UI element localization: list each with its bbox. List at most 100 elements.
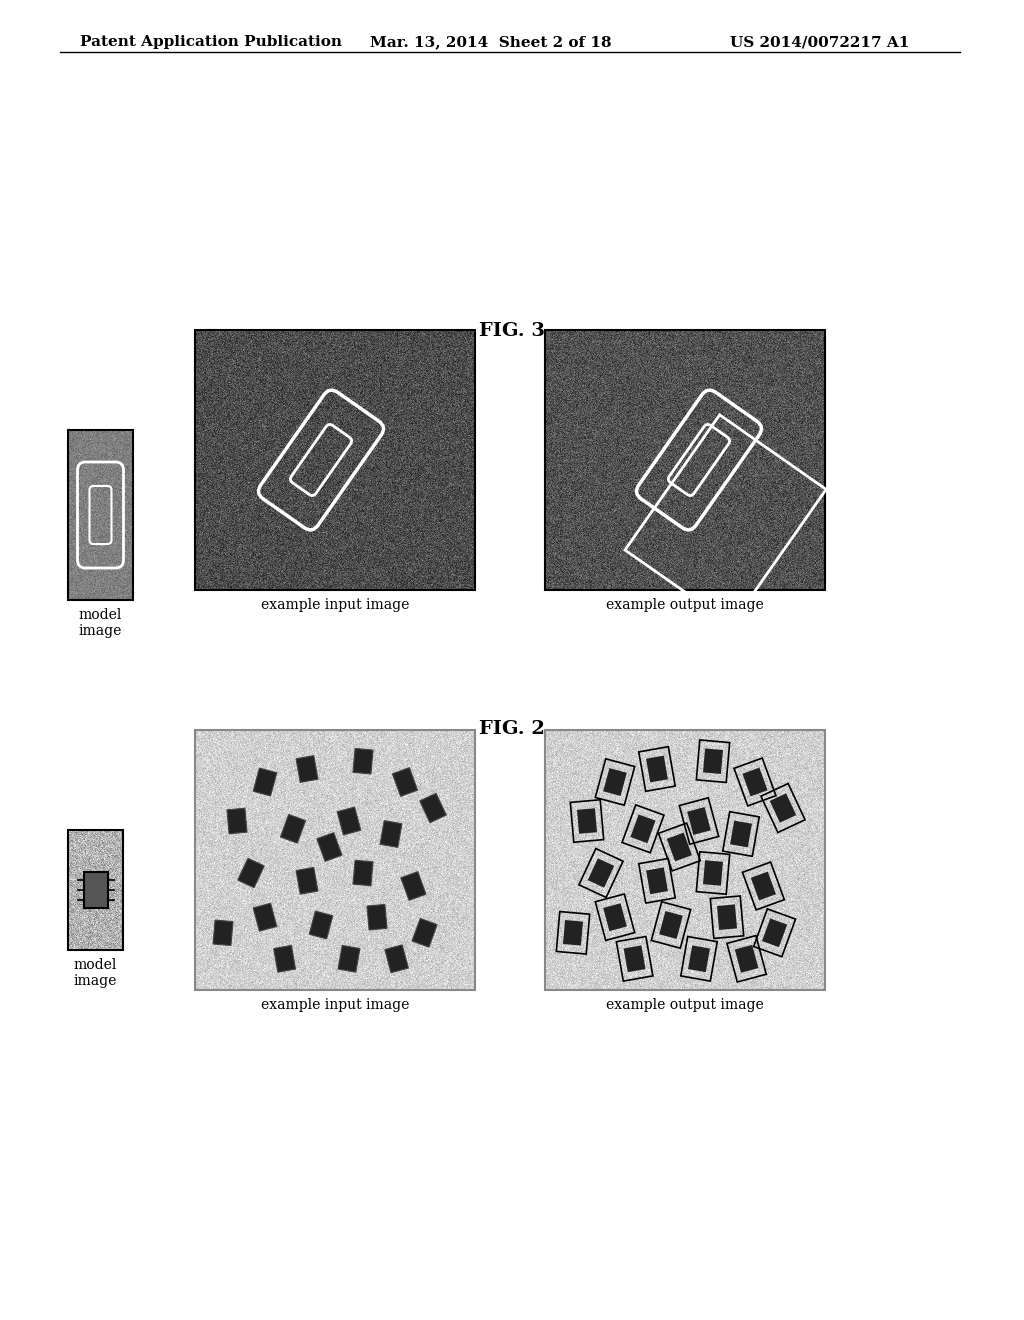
Bar (603, 768, 627, 796)
Bar (392, 768, 418, 796)
Bar (238, 858, 264, 887)
Bar (338, 945, 360, 973)
Bar (588, 858, 614, 887)
Bar (659, 911, 683, 939)
Bar (703, 861, 723, 886)
Bar (195, 730, 475, 990)
Bar (770, 793, 797, 822)
Bar (253, 768, 276, 796)
Bar (577, 808, 597, 834)
Bar (309, 911, 333, 939)
Bar (296, 755, 317, 783)
Bar (353, 748, 373, 774)
Bar (400, 871, 426, 900)
Bar (238, 858, 264, 887)
Bar (195, 330, 475, 590)
Bar (273, 945, 296, 973)
Bar (385, 945, 409, 973)
Bar (296, 867, 317, 894)
Bar (420, 793, 446, 822)
Bar (412, 919, 437, 948)
Bar (646, 755, 668, 783)
Bar (711, 896, 743, 939)
Text: example output image: example output image (606, 598, 764, 612)
Bar (688, 945, 710, 973)
Bar (639, 747, 675, 791)
Text: example input image: example input image (261, 598, 410, 612)
Bar (338, 945, 360, 973)
Bar (281, 814, 305, 843)
Bar (253, 903, 276, 931)
Bar (281, 814, 305, 843)
Bar (227, 808, 247, 834)
Bar (717, 904, 737, 929)
Bar (316, 833, 342, 862)
Bar (595, 759, 635, 805)
Bar (353, 748, 373, 774)
Bar (227, 808, 247, 834)
Bar (616, 936, 653, 981)
Bar (639, 858, 675, 903)
Bar (735, 945, 759, 973)
Text: model
image: model image (74, 958, 117, 989)
Bar (687, 807, 711, 836)
Bar (730, 821, 752, 847)
Bar (400, 871, 426, 900)
Bar (595, 894, 635, 940)
Text: example input image: example input image (261, 998, 410, 1012)
Bar (380, 821, 402, 847)
Bar (723, 812, 759, 857)
Bar (68, 830, 123, 950)
Bar (646, 867, 668, 894)
Text: US 2014/0072217 A1: US 2014/0072217 A1 (730, 36, 909, 49)
Bar (563, 920, 583, 945)
Bar (658, 824, 700, 871)
Bar (761, 784, 805, 833)
Text: FIG. 3: FIG. 3 (479, 322, 545, 341)
Bar (603, 903, 627, 931)
Bar (622, 805, 664, 853)
Bar (734, 758, 776, 807)
Text: example output image: example output image (606, 998, 764, 1012)
Bar (253, 768, 276, 796)
Bar (762, 919, 787, 948)
Bar (296, 755, 317, 783)
Text: Mar. 13, 2014  Sheet 2 of 18: Mar. 13, 2014 Sheet 2 of 18 (370, 36, 611, 49)
Bar (385, 945, 409, 973)
Bar (296, 867, 317, 894)
Bar (696, 851, 730, 894)
Bar (367, 904, 387, 929)
Text: Patent Application Publication: Patent Application Publication (80, 36, 342, 49)
Bar (667, 833, 692, 862)
Bar (651, 902, 690, 948)
Bar (68, 430, 133, 601)
Bar (412, 919, 437, 948)
Bar (727, 936, 766, 982)
Bar (420, 793, 446, 822)
Text: FIG. 2: FIG. 2 (479, 719, 545, 738)
Bar (754, 909, 796, 957)
Bar (84, 873, 108, 908)
Bar (353, 861, 373, 886)
Bar (625, 414, 826, 624)
Bar (631, 814, 655, 843)
Bar (337, 807, 360, 836)
Bar (579, 849, 623, 898)
Bar (742, 768, 768, 796)
Bar (392, 768, 418, 796)
Bar (253, 903, 276, 931)
Bar (545, 330, 825, 590)
Bar (742, 862, 784, 909)
Bar (316, 833, 342, 862)
Bar (679, 797, 719, 845)
Bar (213, 920, 233, 945)
Bar (309, 911, 333, 939)
Bar (273, 945, 296, 973)
Bar (545, 730, 825, 990)
Bar (570, 800, 604, 842)
Bar (337, 807, 360, 836)
Bar (380, 821, 402, 847)
Bar (703, 748, 723, 774)
Bar (681, 936, 717, 981)
Bar (624, 945, 645, 973)
